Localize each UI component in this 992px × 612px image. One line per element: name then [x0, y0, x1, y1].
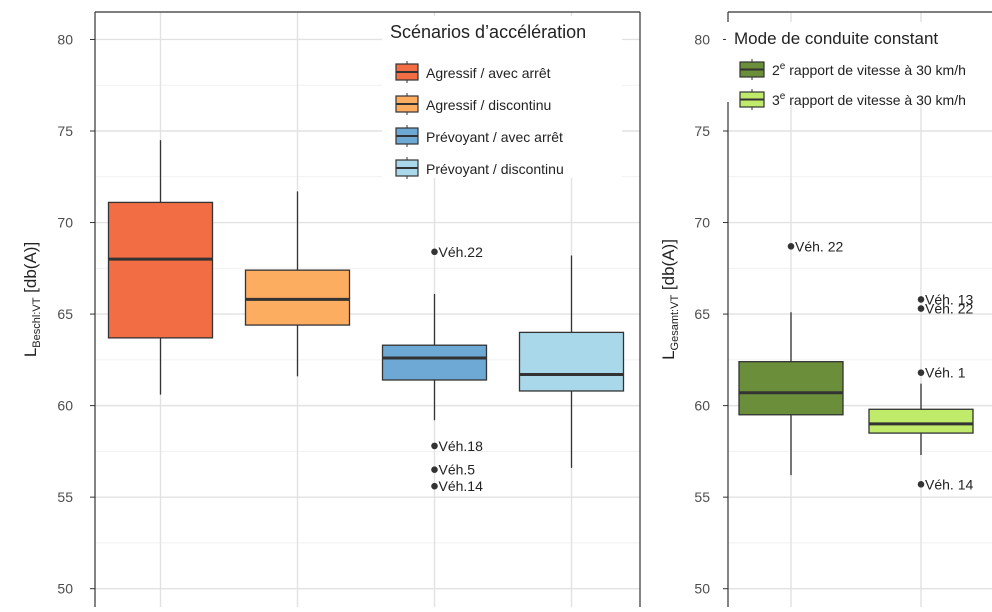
y-tick-label: 50	[694, 581, 710, 597]
box-4	[518, 255, 625, 468]
box-1	[107, 140, 214, 395]
box-body	[107, 201, 214, 339]
legend: Scénarios d’accélération Agressif / avec …	[382, 16, 622, 179]
y-tick-label: 70	[694, 215, 710, 231]
outlier-label: Véh. 22	[795, 238, 843, 254]
legend-background	[382, 16, 622, 178]
plot-area	[728, 12, 992, 607]
outlier-label: Véh.14	[439, 478, 484, 494]
legend-label: Agressif / discontinu	[426, 97, 551, 113]
outlier-point	[431, 466, 438, 473]
y-tick-label: 60	[694, 398, 710, 414]
box-body	[518, 331, 625, 392]
box-1: Véh. 22	[738, 238, 844, 476]
y-tick-label: 75	[694, 123, 710, 139]
outlier-point	[787, 243, 795, 250]
outlier-label: Véh. 14	[925, 476, 973, 492]
outlier-label: Véh. 22	[925, 301, 973, 317]
outlier-label: Véh.18	[439, 438, 484, 454]
y-tick-label: 55	[57, 489, 73, 505]
legend: Mode de conduite constant 2e rapport de v…	[726, 22, 992, 110]
legend-label: 3e rapport de vitesse à 30 km/h	[772, 91, 966, 108]
outlier-point	[917, 305, 925, 312]
legend-label: Prévoyant / avec arrêt	[426, 129, 563, 145]
box-body	[381, 344, 488, 381]
box-2	[244, 191, 351, 377]
outlier-label: Véh.5	[439, 462, 476, 478]
y-tick-label: 80	[57, 31, 73, 47]
outlier-label: Véh. 1	[925, 365, 966, 381]
y-axis-title: LBeschl:VT [db(A)]	[21, 242, 43, 357]
y-tick-label: 65	[57, 306, 73, 322]
legend-label: Prévoyant / discontinu	[426, 161, 564, 177]
box-body	[244, 269, 351, 326]
outlier-point	[917, 296, 925, 303]
legend-label: Agressif / avec arrêt	[426, 65, 551, 81]
outlier-point	[917, 481, 925, 488]
outlier-label: Véh. 13	[925, 291, 973, 307]
y-tick-label: 60	[57, 398, 73, 414]
y-tick-label: 75	[57, 123, 73, 139]
outlier-point	[431, 442, 438, 450]
legend-title: Scénarios d’accélération	[390, 22, 586, 42]
outlier-point	[431, 482, 438, 490]
outlier-point	[431, 248, 438, 256]
y-tick-label: 50	[57, 581, 73, 597]
outlier-point	[917, 369, 925, 376]
legend-title: Mode de conduite constant	[734, 29, 938, 48]
box-body	[868, 408, 974, 434]
y-tick-label: 55	[694, 489, 710, 505]
legend-label: 2e rapport de vitesse à 30 km/h	[772, 61, 966, 78]
outlier-label: Véh.22	[439, 244, 484, 260]
y-tick-label: 70	[57, 215, 73, 231]
y-tick-label: 80	[694, 31, 710, 47]
y-axis-title: LGesamt:VT [db(A)]	[659, 239, 681, 360]
legend-background	[726, 22, 992, 102]
box-body	[738, 361, 844, 416]
y-tick-label: 65	[694, 306, 710, 322]
